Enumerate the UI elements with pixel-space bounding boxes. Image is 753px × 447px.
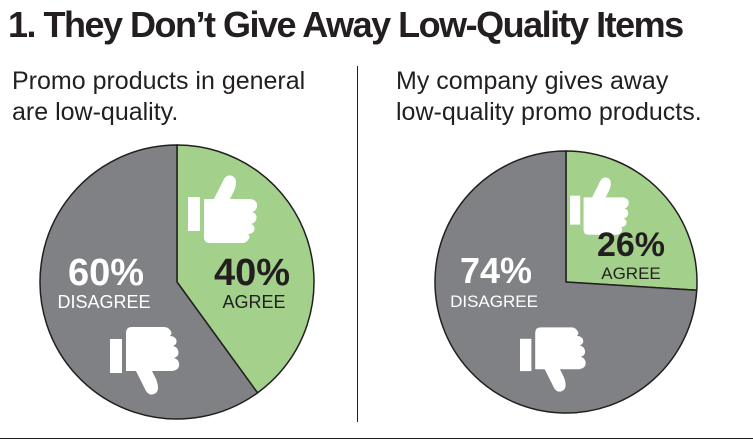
pie-value-agree: 26% [597, 226, 665, 264]
pie-label-agree: AGREE [601, 264, 661, 283]
pie-slice-disagree [434, 150, 698, 414]
chart-right-title-line-1: My company gives away [396, 67, 669, 95]
chart-right-title-line-2: low-quality promo products. [396, 98, 702, 126]
column-divider [357, 66, 358, 422]
chart-right-title: My company gives away low-quality promo … [396, 66, 702, 128]
pie-value-agree: 40% [214, 252, 290, 294]
chart-left-title-line-1: Promo products in general [12, 67, 306, 95]
chart-left-title: Promo products in general are low-qualit… [12, 66, 305, 128]
pie-value-disagree: 74% [460, 250, 532, 291]
pie-label-disagree: DISAGREE [450, 292, 538, 311]
pie-label-disagree: DISAGREE [57, 292, 150, 312]
bottom-rule [0, 438, 753, 439]
pie-chart-left: 40% AGREE 60% DISAGREE [39, 144, 315, 420]
chart-left-title-line-2: are low-quality. [12, 98, 179, 126]
pie-value-disagree: 60% [68, 252, 144, 294]
pie-chart-right: 26% AGREE 74% DISAGREE [434, 150, 698, 414]
pie-slice-disagree [39, 144, 259, 420]
pie-label-agree: AGREE [222, 292, 285, 312]
page-title: 1. They Don’t Give Away Low-Quality Item… [8, 4, 684, 45]
